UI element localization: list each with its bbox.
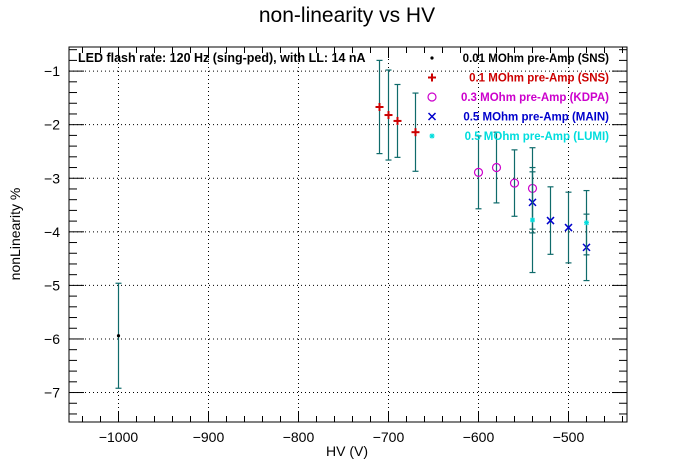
tick-labels: −1000 −900 −800 −700 −600 −500 −7 −6 −5 −4 −3 −2 −1 <box>44 63 584 445</box>
x-tick-label: −800 <box>283 429 315 445</box>
legend-marker <box>428 73 436 82</box>
series-2 <box>473 131 538 230</box>
legend-entry: 0.5 MOhm pre-Amp (LUMI) <box>429 131 610 143</box>
legend-marker <box>430 56 434 60</box>
legend-label: 0.1 MOhm pre-Amp (SNS) <box>469 73 609 85</box>
legend-entry: 0.01 MOhm pre-Amp (SNS) <box>430 53 609 65</box>
data-point <box>473 167 484 177</box>
data-point <box>393 116 402 125</box>
legend-label: 0.5 MOhm pre-Amp (LUMI) <box>465 131 610 143</box>
y-axis-label: nonLinearity % <box>7 188 23 281</box>
data-marks <box>115 59 591 389</box>
x-tick-label: −500 <box>553 429 585 445</box>
data-point <box>116 334 121 338</box>
annotation: LED flash rate: 120 Hz (sing-ped), with … <box>78 51 366 65</box>
legend-label: 0.3 MOhm pre-Amp (KDPA) <box>461 92 609 104</box>
legend-entry: 0.3 MOhm pre-Amp (KDPA) <box>427 92 609 104</box>
x-tick-label: −900 <box>193 429 225 445</box>
legend-marker <box>429 133 435 139</box>
x-tick-label: −700 <box>373 429 405 445</box>
grid-lines <box>69 47 627 422</box>
y-tick-label: −6 <box>44 331 60 347</box>
data-point <box>491 162 502 173</box>
y-tick-label: −1 <box>44 63 60 79</box>
data-point <box>584 220 589 226</box>
axis-ticks <box>69 47 627 422</box>
data-point <box>564 223 573 232</box>
plot-frame <box>68 46 628 423</box>
legend-label: 0.01 MOhm pre-Amp (SNS) <box>463 53 609 65</box>
legend: 0.01 MOhm pre-Amp (SNS) 0.1 MOhm pre-Amp … <box>427 53 610 143</box>
y-tick-label: −2 <box>44 117 60 133</box>
y-tick-label: −4 <box>44 224 60 240</box>
data-point <box>375 103 384 111</box>
legend-entry: 0.1 MOhm pre-Amp (SNS) <box>428 73 609 85</box>
y-tick-label: −5 <box>44 277 60 293</box>
series-0 <box>115 282 122 389</box>
data-point <box>546 216 555 225</box>
series-3 <box>528 171 591 282</box>
legend-marker <box>427 112 437 121</box>
data-point <box>384 111 393 120</box>
series-4 <box>529 166 590 274</box>
legend-entry: 0.5 MOhm pre-Amp (MAIN) <box>427 112 609 124</box>
data-point <box>509 178 520 188</box>
data-point <box>411 128 420 137</box>
legend-marker <box>427 92 437 102</box>
data-point <box>530 217 535 223</box>
x-tick-label: −600 <box>463 429 495 445</box>
y-tick-label: −7 <box>44 385 60 401</box>
series-1 <box>375 59 420 172</box>
legend-label: 0.5 MOhm pre-Amp (MAIN) <box>463 112 609 124</box>
x-tick-label: −1000 <box>99 429 139 445</box>
x-axis-label: HV (V) <box>326 443 368 459</box>
y-tick-label: −3 <box>44 170 60 186</box>
chart-title: non-linearity vs HV <box>259 4 435 27</box>
